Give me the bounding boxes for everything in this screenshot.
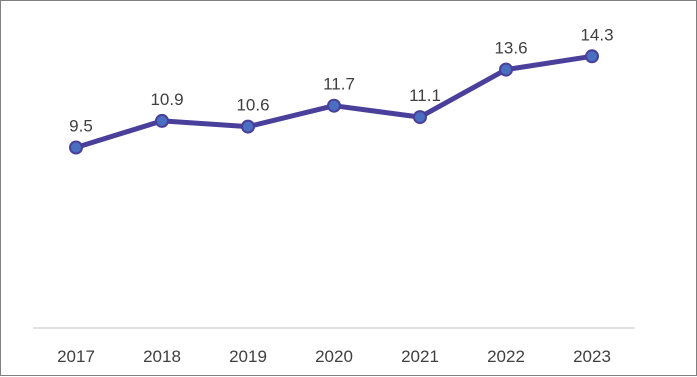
data-label: 14.3	[580, 25, 613, 44]
data-label: 13.6	[494, 39, 527, 58]
data-point	[413, 110, 427, 125]
x-tick-label: 2017	[57, 347, 95, 366]
x-tick-label: 2018	[143, 347, 181, 366]
data-label: 10.9	[150, 90, 183, 109]
data-label: 10.6	[236, 96, 269, 115]
data-label: 11.7	[323, 75, 355, 94]
x-tick-label: 2023	[573, 347, 611, 366]
data-point	[327, 98, 341, 113]
x-tick-labels: 2017 2018 2019 2020 2021 2022 2023	[57, 347, 611, 366]
data-point	[499, 62, 513, 77]
data-point	[585, 49, 599, 64]
data-label: 11.1	[409, 86, 441, 105]
x-tick-label: 2020	[315, 347, 353, 366]
data-label: 9.5	[69, 117, 93, 136]
series-markers	[69, 49, 599, 155]
data-labels: 9.5 10.9 10.6 11.7 11.1 13.6 14.3	[69, 25, 613, 135]
x-tick-label: 2019	[229, 347, 267, 366]
data-point	[155, 113, 169, 128]
data-point	[69, 140, 83, 155]
x-tick-label: 2022	[487, 347, 525, 366]
data-point	[241, 119, 255, 134]
x-tick-label: 2021	[401, 347, 439, 366]
